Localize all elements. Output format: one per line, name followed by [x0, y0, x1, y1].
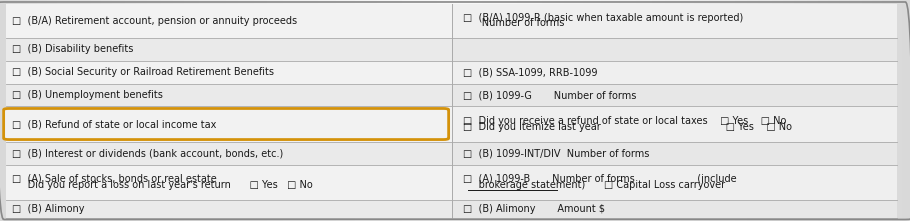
Text: brokerage statement)      □ Capital Loss carryover: brokerage statement) □ Capital Loss carr…: [463, 180, 725, 190]
Text: □  (B) 1099-G       Number of forms: □ (B) 1099-G Number of forms: [463, 90, 637, 100]
Bar: [6, 38, 452, 61]
Text: Did you report a loss on last year's return      □ Yes   □ No: Did you report a loss on last year's ret…: [12, 180, 312, 190]
Text: □  (B) Social Security or Railroad Retirement Benefits: □ (B) Social Security or Railroad Retire…: [12, 67, 274, 77]
Text: □  (B) Refund of state or local income tax: □ (B) Refund of state or local income ta…: [12, 119, 217, 129]
Text: □  (B) SSA-1099, RRB-1099: □ (B) SSA-1099, RRB-1099: [463, 67, 598, 77]
Text: □  (B) Interest or dividends (bank account, bonds, etc.): □ (B) Interest or dividends (bank accoun…: [12, 148, 283, 158]
Text: □  (B) 1099-INT/DIV  Number of forms: □ (B) 1099-INT/DIV Number of forms: [463, 148, 650, 158]
Bar: [452, 107, 897, 141]
Bar: [6, 4, 452, 38]
Text: □  Did you receive a refund of state or local taxes    □ Yes    □ No: □ Did you receive a refund of state or l…: [463, 116, 786, 126]
Bar: [6, 84, 452, 107]
Bar: [452, 38, 897, 61]
Bar: [6, 141, 452, 164]
Bar: [6, 107, 452, 141]
Bar: [6, 200, 452, 218]
Bar: [452, 61, 897, 84]
Bar: [452, 200, 897, 218]
Text: □  (B) Disability benefits: □ (B) Disability benefits: [12, 44, 133, 54]
Text: □  (A) Sale of stocks, bonds or real estate: □ (A) Sale of stocks, bonds or real esta…: [12, 174, 217, 184]
FancyBboxPatch shape: [4, 109, 449, 139]
Text: □  Did you itemize last year                                        □ Yes    □ N: □ Did you itemize last year □ Yes □ N: [463, 122, 793, 132]
Text: □  (B) Alimony: □ (B) Alimony: [12, 204, 85, 214]
Bar: [452, 4, 897, 38]
Text: □  (B) Unemployment benefits: □ (B) Unemployment benefits: [12, 90, 163, 100]
Bar: [452, 164, 897, 200]
Bar: [6, 164, 452, 200]
Text: □  (A) 1099-B       Number of forms                    (include: □ (A) 1099-B Number of forms (include: [463, 174, 737, 184]
Bar: [6, 61, 452, 84]
Text: □  (B/A) 1099-R (basic when taxable amount is reported): □ (B/A) 1099-R (basic when taxable amoun…: [463, 13, 743, 23]
Bar: [452, 84, 897, 107]
Text: Number of forms: Number of forms: [463, 18, 564, 28]
Text: □  (B/A) Retirement account, pension or annuity proceeds: □ (B/A) Retirement account, pension or a…: [12, 16, 297, 26]
Text: □  (B) Alimony       Amount $: □ (B) Alimony Amount $: [463, 204, 605, 214]
Bar: [452, 141, 897, 164]
